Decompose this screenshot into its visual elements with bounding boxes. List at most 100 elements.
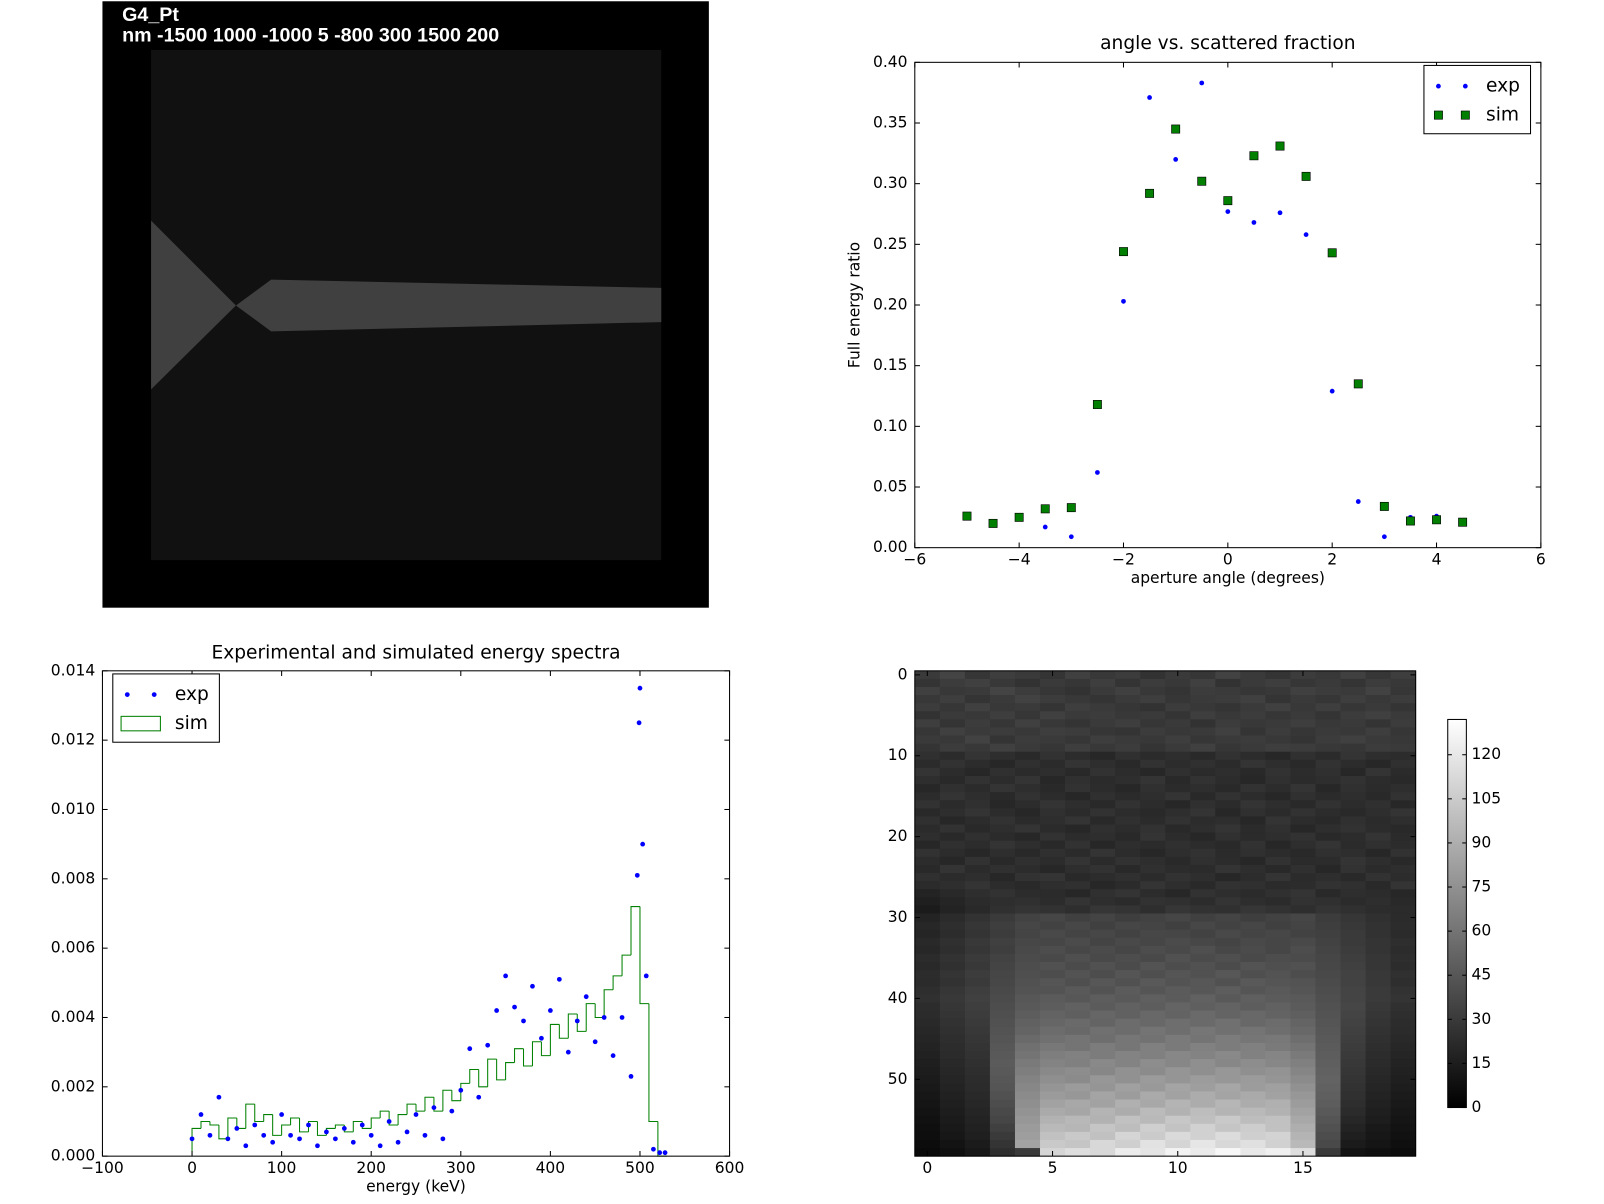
heat-cell bbox=[939, 1010, 966, 1020]
heat-cell bbox=[1115, 1083, 1141, 1092]
marker-square bbox=[1301, 171, 1311, 181]
heat-cell bbox=[1315, 800, 1341, 809]
heat-cell bbox=[1065, 978, 1091, 987]
heat-cell bbox=[1390, 962, 1417, 971]
heat-cell bbox=[1190, 1107, 1216, 1117]
heat-cell bbox=[1014, 767, 1041, 777]
heat-cell bbox=[1215, 1002, 1241, 1011]
heat-cell bbox=[1340, 1115, 1366, 1125]
heat-cell bbox=[1215, 848, 1241, 858]
heat-cell bbox=[964, 1139, 991, 1149]
hist-step bbox=[218, 1124, 228, 1140]
heat-cell bbox=[1165, 864, 1191, 874]
heat-cell bbox=[1014, 686, 1041, 696]
marker-dot bbox=[1355, 499, 1361, 504]
heat-cell bbox=[1340, 856, 1366, 866]
heat-cell bbox=[1315, 678, 1341, 688]
heat-cell bbox=[1090, 848, 1116, 858]
heat-cell bbox=[1365, 889, 1392, 898]
heat-cell bbox=[1014, 743, 1041, 753]
heat-cell bbox=[1014, 945, 1041, 955]
heat-cell bbox=[1190, 945, 1216, 955]
heat-cell bbox=[1014, 962, 1041, 971]
heat-cell bbox=[1115, 775, 1141, 785]
heat-cell bbox=[1040, 678, 1066, 688]
marker-dot bbox=[350, 1139, 356, 1145]
heat-cell bbox=[1315, 775, 1341, 785]
heat-cell bbox=[1290, 719, 1316, 728]
heat-cell bbox=[1140, 953, 1166, 963]
heat-cell bbox=[964, 767, 991, 777]
marker-dot bbox=[404, 1129, 410, 1135]
heat-cell bbox=[1090, 1042, 1116, 1052]
heat-cell bbox=[1140, 978, 1166, 987]
heat-cell bbox=[1040, 1026, 1066, 1036]
heat-cell bbox=[1065, 1050, 1091, 1060]
heat-cell bbox=[939, 1042, 966, 1052]
heat-cell bbox=[1115, 905, 1141, 914]
heat-cell bbox=[939, 678, 966, 688]
heat-cell bbox=[1240, 832, 1266, 842]
heat-cell bbox=[1115, 1042, 1141, 1052]
heat-cell bbox=[1215, 881, 1241, 890]
heat-cell bbox=[1290, 727, 1316, 736]
marker-dot bbox=[151, 692, 157, 697]
heat-cell bbox=[1365, 800, 1392, 809]
heat-cell bbox=[1090, 1018, 1116, 1028]
heat-cell bbox=[1190, 784, 1216, 793]
heat-cell bbox=[1115, 1059, 1141, 1068]
marker-square bbox=[988, 518, 998, 528]
hist-step bbox=[307, 1120, 318, 1132]
heat-cell bbox=[964, 1123, 991, 1133]
marker-dot bbox=[440, 1136, 446, 1142]
colorbar-tick-label: 45 bbox=[1472, 966, 1492, 984]
heat-cell bbox=[964, 832, 991, 842]
heat-cell bbox=[1215, 735, 1241, 745]
heat-cell bbox=[1240, 1002, 1266, 1011]
heat-cell bbox=[1090, 1026, 1116, 1036]
marker-dot bbox=[332, 1136, 338, 1142]
heat-cell bbox=[1290, 953, 1316, 963]
heat-cell bbox=[1240, 864, 1266, 874]
heat-cell bbox=[1014, 881, 1041, 890]
heat-cell bbox=[1315, 824, 1341, 834]
heat-cell bbox=[1265, 719, 1291, 728]
marker-dot bbox=[270, 1139, 276, 1145]
hist-step bbox=[567, 1013, 578, 1039]
heat-cell bbox=[1365, 978, 1392, 987]
heat-cell bbox=[964, 711, 991, 720]
heat-cell bbox=[1290, 913, 1316, 922]
heat-cell bbox=[1065, 889, 1091, 898]
heat-cell bbox=[1215, 1075, 1241, 1084]
heat-cell bbox=[1065, 751, 1091, 761]
heat-cell bbox=[964, 800, 991, 809]
y-tick-label: 0.10 bbox=[873, 417, 908, 435]
heat-cell bbox=[964, 1148, 991, 1157]
heat-cell bbox=[1165, 1026, 1191, 1036]
marker-dot bbox=[458, 1087, 464, 1093]
hist-step bbox=[379, 1110, 390, 1119]
hist-step bbox=[433, 1097, 443, 1112]
hist-step bbox=[272, 1114, 282, 1136]
heat-cell bbox=[1265, 759, 1291, 769]
heat-cell bbox=[1140, 937, 1166, 947]
heat-cell bbox=[1115, 695, 1141, 704]
heat-cell bbox=[1340, 1010, 1366, 1020]
heat-cell bbox=[964, 953, 991, 963]
heat-cell bbox=[1240, 759, 1266, 769]
heat-cell bbox=[1240, 889, 1266, 898]
heat-cell bbox=[914, 792, 941, 801]
marker-square bbox=[1275, 141, 1285, 151]
heat-cell bbox=[1014, 816, 1041, 825]
heat-cell bbox=[1014, 1018, 1041, 1028]
heat-cell bbox=[939, 1067, 966, 1076]
heat-cell bbox=[1165, 905, 1191, 914]
heat-cell bbox=[1390, 1123, 1417, 1133]
heat-cell bbox=[989, 1115, 1016, 1125]
heat-cell bbox=[1190, 800, 1216, 809]
heat-cell bbox=[1390, 816, 1417, 825]
heat-cell bbox=[989, 856, 1016, 866]
heat-cell bbox=[1190, 832, 1216, 842]
axes-frame bbox=[101, 670, 731, 1157]
